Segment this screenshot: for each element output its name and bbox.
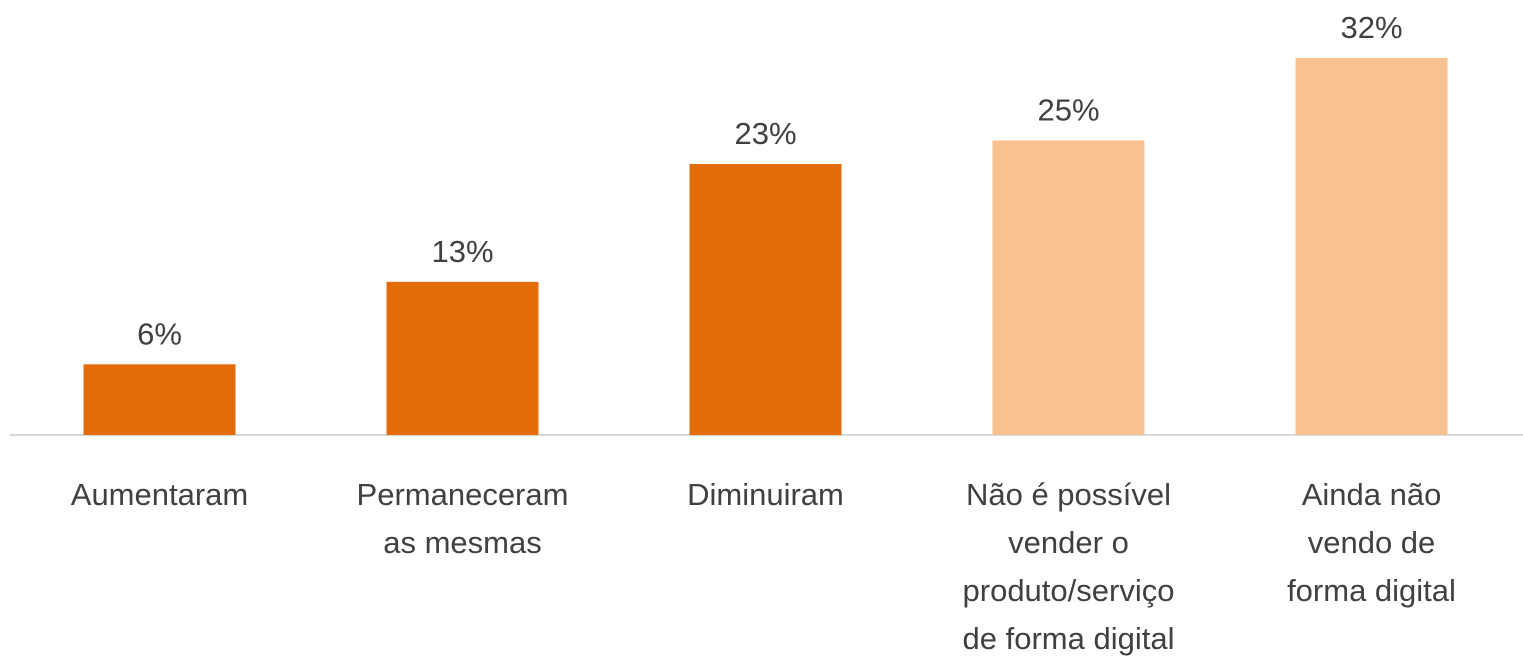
x-tick-label: Ainda não vendo de forma digital [1287,477,1456,608]
x-tick-label: Aumentaram [71,477,248,512]
data-label: 25% [1037,92,1099,127]
data-label: 6% [137,316,182,351]
x-tick-label: Não é possível vender o produto/serviço de … [963,477,1175,656]
bar [689,164,842,435]
bar [386,281,539,435]
bar [992,140,1145,435]
data-label: 23% [734,116,796,151]
data-label: 13% [431,234,493,269]
x-tick-label: Diminuiram [687,477,844,512]
data-label: 32% [1340,10,1402,45]
x-tick-label: Permaneceram as mesmas [357,477,569,560]
bar [1295,58,1448,435]
bar [83,364,236,435]
